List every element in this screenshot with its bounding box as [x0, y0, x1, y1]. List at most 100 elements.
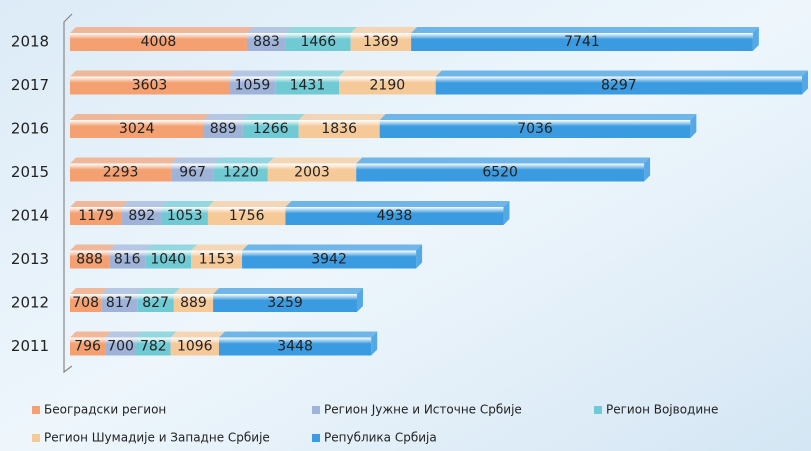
bar	[242, 120, 299, 138]
bar-top	[267, 157, 363, 164]
bar-top	[275, 70, 346, 77]
bar-top	[70, 70, 236, 77]
value-label: 1836	[321, 121, 357, 137]
bar	[109, 250, 146, 269]
bar	[435, 76, 802, 95]
bar	[285, 207, 504, 225]
bar	[171, 163, 214, 182]
bar	[101, 294, 138, 312]
bar-side	[416, 244, 423, 269]
value-label: 883	[253, 34, 280, 50]
bar	[379, 120, 691, 138]
value-label: 2293	[103, 165, 139, 181]
value-label: 888	[76, 252, 103, 268]
bar	[136, 337, 171, 356]
value-label: 6520	[482, 165, 518, 181]
value-label: 1266	[253, 121, 289, 137]
value-label: 967	[179, 165, 206, 181]
bar-side	[503, 201, 510, 225]
bar-top	[70, 288, 108, 294]
bar	[350, 33, 412, 51]
value-label: 1059	[235, 78, 271, 94]
legend-label: Република Србија	[324, 431, 437, 445]
bar-top	[379, 114, 697, 120]
bar-top	[191, 244, 249, 251]
bar	[70, 163, 172, 182]
value-label: 708	[72, 295, 99, 311]
value-label: 3024	[119, 121, 155, 137]
bar	[122, 207, 162, 225]
value-label: 2003	[294, 165, 330, 181]
bar-top	[70, 201, 129, 207]
bar-side	[752, 27, 759, 51]
value-label: 8297	[601, 78, 637, 94]
bar	[161, 207, 208, 225]
bar-top	[242, 244, 423, 251]
bar	[70, 120, 204, 138]
legend-label: Регион Јужне и Источне Србије	[324, 403, 522, 417]
value-label: 1040	[150, 252, 186, 268]
bar-top	[70, 331, 112, 338]
bar-top	[285, 27, 357, 33]
value-label: 1466	[300, 34, 336, 50]
value-label: 889	[180, 295, 207, 311]
bar-top	[339, 70, 442, 77]
bar-top	[70, 157, 178, 164]
bar	[145, 250, 192, 269]
value-label: 3259	[267, 295, 303, 311]
bar	[411, 33, 753, 51]
bar-top	[136, 331, 177, 338]
value-label: 3942	[311, 252, 347, 268]
y-tick-label: 2017	[11, 76, 49, 94]
bar	[356, 163, 645, 182]
legend-marker	[312, 434, 320, 442]
bar-top	[170, 331, 225, 338]
value-label: 2190	[370, 78, 406, 94]
bar-top	[356, 157, 651, 164]
bar	[298, 120, 380, 138]
value-label: 1053	[167, 208, 203, 224]
value-label: 892	[128, 208, 155, 224]
bar-top	[213, 288, 363, 294]
value-label: 816	[114, 252, 141, 268]
bar	[70, 33, 247, 51]
bar	[70, 294, 102, 312]
bar	[70, 337, 106, 356]
bar-top	[203, 114, 249, 120]
legend-label: Регион Шумадије и Западне Србије	[44, 431, 270, 445]
value-label: 889	[210, 121, 237, 137]
y-tick-label: 2012	[11, 294, 49, 312]
bar	[137, 294, 174, 312]
bar-top	[246, 27, 292, 33]
value-label: 827	[142, 295, 169, 311]
value-label: 7036	[517, 121, 553, 137]
bar	[173, 294, 214, 312]
y-tick-label: 2013	[11, 250, 49, 268]
y-tick-label: 2018	[11, 33, 49, 51]
value-label: 1179	[78, 208, 114, 224]
value-label: 3448	[277, 339, 313, 355]
legend-label: Регион Војводине	[606, 403, 718, 417]
value-label: 1153	[199, 252, 235, 268]
bar-top	[435, 70, 808, 77]
value-label: 796	[74, 339, 101, 355]
bar-top	[109, 244, 152, 251]
value-label: 4938	[377, 208, 413, 224]
value-label: 1756	[229, 208, 265, 224]
bar	[218, 337, 372, 356]
bar	[207, 207, 286, 225]
bar-side	[690, 114, 697, 138]
bar-top	[137, 288, 180, 294]
bar	[213, 294, 357, 312]
value-label: 782	[140, 339, 167, 355]
bar-top	[145, 244, 198, 251]
legend-label: Београдски регион	[44, 403, 166, 417]
bar	[339, 76, 436, 95]
value-label: 1369	[363, 34, 399, 50]
y-tick-label: 2015	[11, 163, 49, 181]
y-tick-label: 2016	[11, 120, 49, 138]
value-label: 3603	[132, 78, 168, 94]
value-label: 817	[106, 295, 133, 311]
